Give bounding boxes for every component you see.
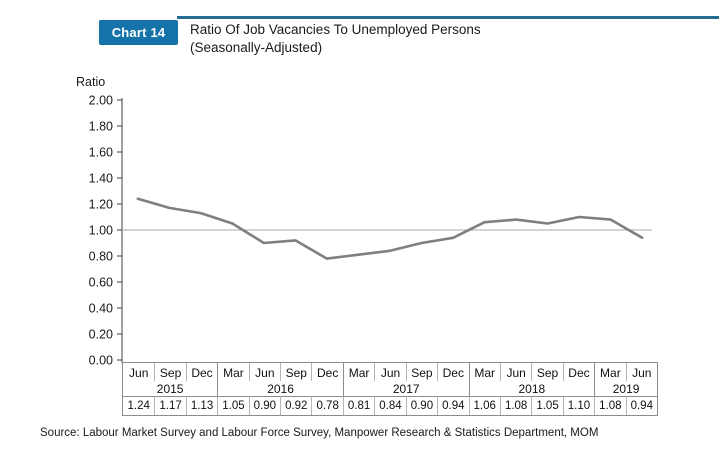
quarter-cell: Jun	[625, 363, 657, 381]
y-tick-label: 0.60	[89, 276, 113, 290]
value-cell: 0.90	[405, 396, 438, 415]
year-cell: 2017	[342, 381, 469, 396]
y-tick-label: 1.00	[89, 224, 113, 238]
quarter-cell: Jun	[248, 363, 280, 381]
year-cell: 2016	[217, 381, 343, 396]
quarter-cell: Dec	[311, 363, 342, 381]
value-cell: 0.94	[625, 396, 657, 415]
quarter-cell: Mar	[468, 363, 500, 381]
y-axis-title: Ratio	[76, 75, 106, 89]
line-chart-plot: 2.00 1.80 1.60 1.40 1.20 1.00 0.80 0.60 0.40 0.20…	[89, 94, 652, 368]
value-cell: 0.81	[342, 396, 375, 415]
quarter-cell: Sep	[405, 363, 437, 381]
value-cell: 0.90	[248, 396, 281, 415]
value-cell: 1.05	[531, 396, 563, 415]
quarter-cell: Mar	[217, 363, 248, 381]
year-cell: 2015	[156, 381, 184, 396]
chart-number-badge: Chart 14	[99, 20, 178, 45]
value-cell: 1.10	[562, 396, 595, 415]
quarter-cell: Mar	[594, 363, 625, 381]
quarter-cell: Mar	[342, 363, 374, 381]
chart-title-line2: (Seasonally-Adjusted)	[190, 40, 323, 55]
quarter-cell: Sep	[280, 363, 311, 381]
quarter-cell: Sep	[154, 363, 185, 381]
chart-title-line1: Ratio Of Job Vacancies To Unemployed Per…	[190, 22, 481, 37]
quarter-cell: Jun	[374, 363, 405, 381]
value-cell: 1.08	[499, 396, 532, 415]
value-cell: 1.08	[594, 396, 626, 415]
value-cell: 1.05	[217, 396, 249, 415]
y-tick-label: 0.40	[89, 302, 113, 316]
y-tick-label: 0.00	[89, 354, 113, 368]
header-rule	[177, 16, 719, 19]
year-cell: 2019	[594, 381, 657, 396]
y-tick-label: 1.80	[89, 120, 113, 134]
quarter-cell: Dec	[185, 363, 217, 381]
value-cell: 0.84	[374, 396, 406, 415]
value-cell: 1.17	[154, 396, 186, 415]
value-cell: 1.24	[123, 396, 155, 415]
quarter-cell: Jun	[129, 366, 149, 380]
y-tick-label: 1.40	[89, 172, 113, 186]
quarter-cell: Jun	[499, 363, 531, 381]
chart-data-table: Jun Sep Dec Mar Jun Sep Dec Mar Jun Sep Dec Mar Jun S…	[122, 362, 658, 416]
quarter-cell: Dec	[562, 363, 594, 381]
quarter-cell: Dec	[437, 363, 468, 381]
value-cell: 0.94	[437, 396, 469, 415]
value-cell: 1.13	[185, 396, 218, 415]
year-cell: 2018	[468, 381, 595, 396]
data-line	[136, 197, 644, 260]
y-tick-label: 0.80	[89, 250, 113, 264]
y-tick-label: 0.20	[89, 328, 113, 342]
chart-title: Ratio Of Job Vacancies To Unemployed Per…	[190, 21, 481, 57]
y-tick-label: 1.20	[89, 198, 113, 212]
value-cell: 0.92	[280, 396, 312, 415]
y-tick-label: 1.60	[89, 146, 113, 160]
value-cell: 1.06	[468, 396, 500, 415]
quarter-cell: Sep	[531, 363, 562, 381]
y-tick-label: 2.00	[89, 94, 113, 108]
source-note: Source: Labour Market Survey and Labour …	[40, 427, 599, 439]
value-cell: 0.78	[311, 396, 343, 415]
